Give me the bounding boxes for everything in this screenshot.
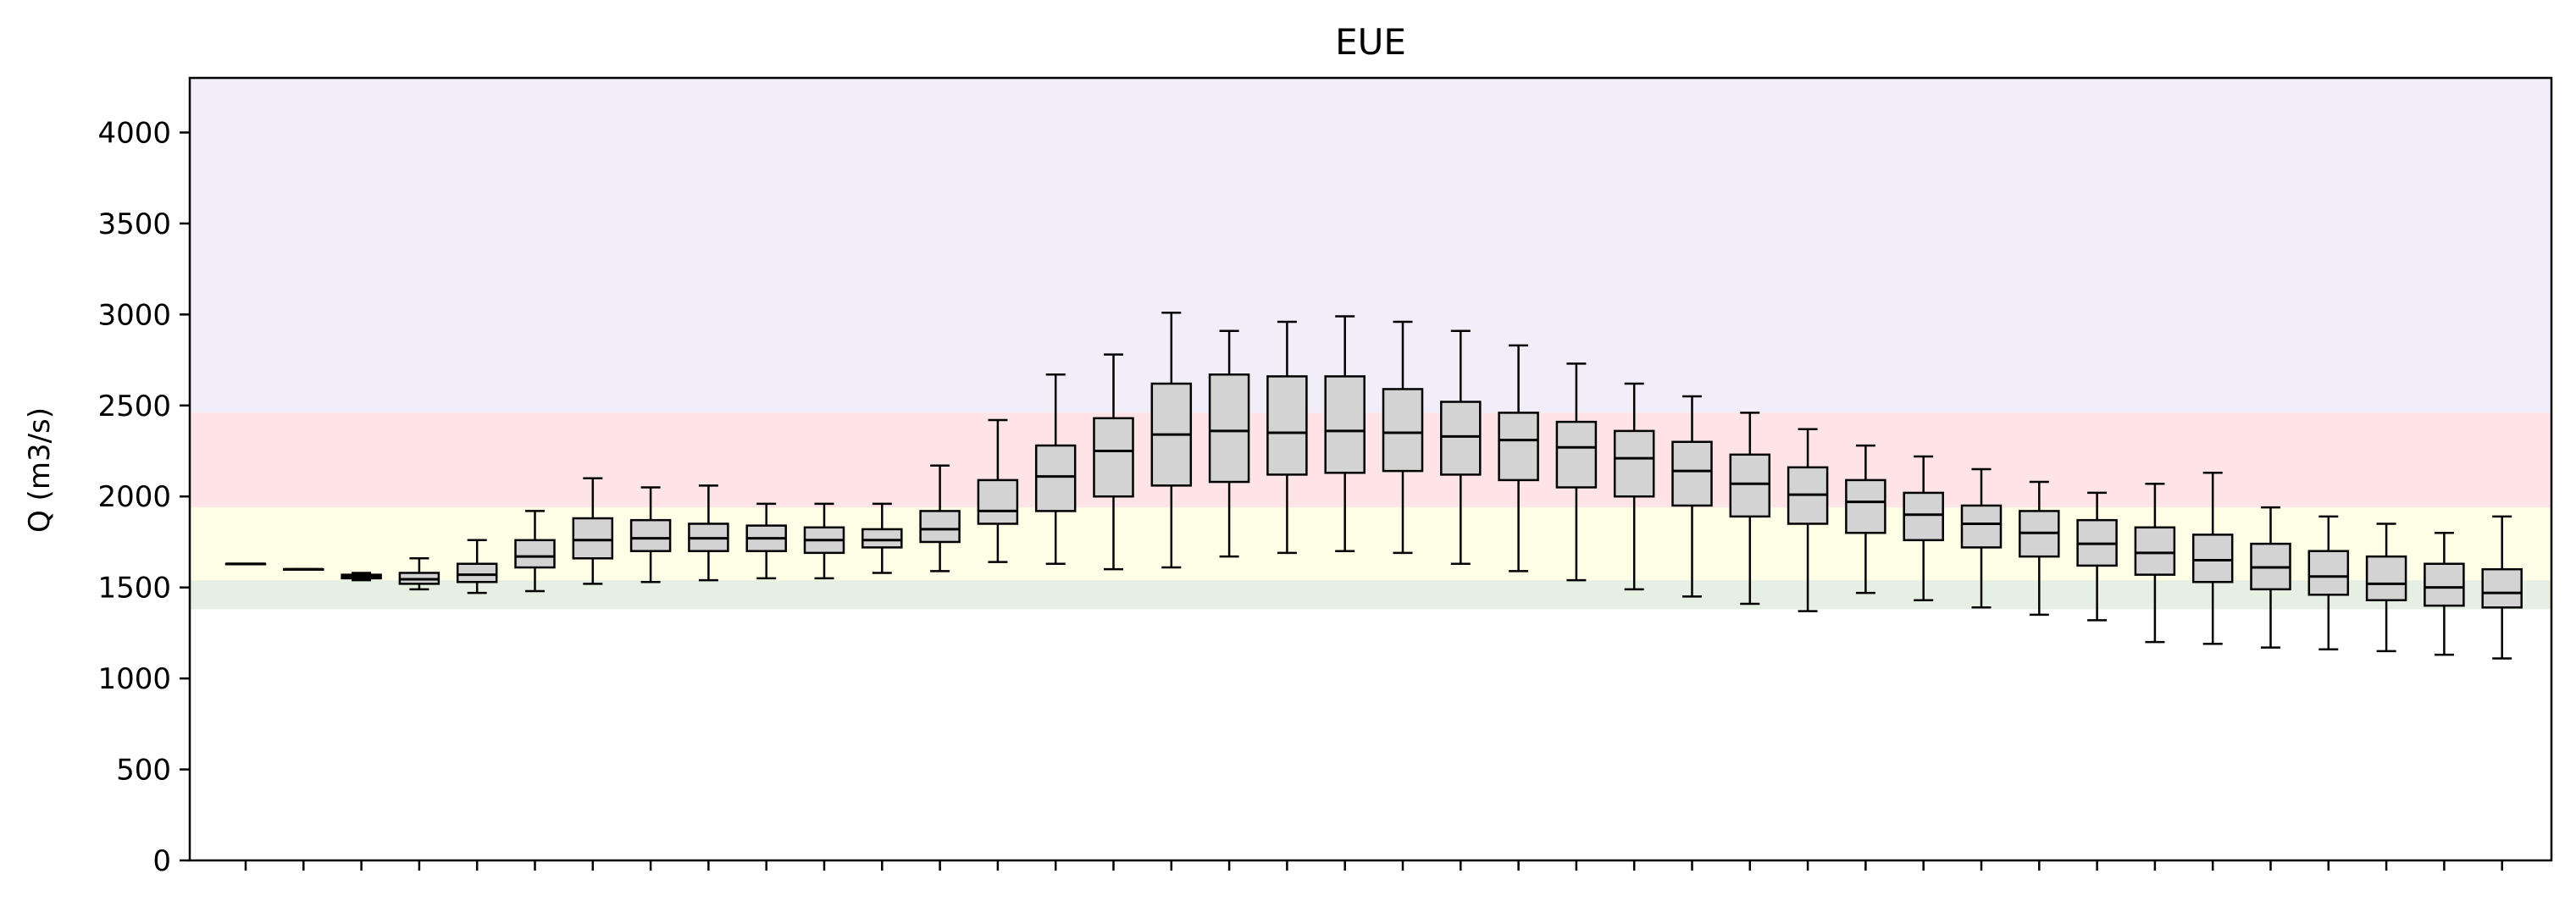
- axes: 0 500 1000 1500 2000 2500 3000 3500 4000: [97, 76, 2553, 878]
- box-36: [2250, 506, 2291, 649]
- band-0: [190, 580, 2551, 610]
- box-34: [2134, 482, 2176, 644]
- box-body: [1324, 375, 1366, 474]
- box-body: [2134, 526, 2176, 576]
- box-body: [1440, 401, 1482, 476]
- box-23: [1498, 344, 1539, 572]
- box-body: [1208, 373, 1250, 484]
- box-22: [1440, 329, 1482, 565]
- box-38: [2365, 523, 2407, 653]
- box-20: [1324, 315, 1366, 552]
- y-tick-label-3000: 3000: [97, 298, 171, 332]
- chart-title: EUE: [1335, 21, 1406, 63]
- box-body: [2481, 567, 2523, 609]
- box-32: [2019, 480, 2060, 617]
- box-body: [2307, 550, 2350, 596]
- box-21: [1382, 320, 1424, 555]
- box-1: [224, 562, 267, 566]
- box-body: [1555, 420, 1598, 489]
- y-tick-label-3500: 3500: [97, 207, 171, 241]
- box-body: [1729, 453, 1771, 518]
- box-14: [977, 418, 1019, 563]
- box-6: [514, 510, 556, 593]
- box-body: [919, 510, 961, 544]
- box-body: [1845, 478, 1886, 534]
- box-28: [1787, 428, 1829, 612]
- band-2: [190, 412, 2551, 508]
- plot-frame: [188, 76, 2553, 862]
- box-39: [2424, 531, 2465, 656]
- box-2: [283, 567, 324, 571]
- box-body: [1903, 491, 1944, 542]
- box-18: [1208, 329, 1250, 558]
- box-37: [2307, 515, 2350, 650]
- threshold-bands: [190, 78, 2551, 610]
- box-16: [1093, 353, 1134, 571]
- box-body: [2365, 555, 2407, 601]
- box-body: [514, 539, 556, 569]
- box-13: [919, 464, 961, 572]
- box-17: [1150, 311, 1193, 569]
- box-9: [688, 484, 729, 582]
- y-tick-label-0: 0: [152, 844, 171, 878]
- box-4: [398, 557, 440, 591]
- box-5: [456, 539, 498, 595]
- box-series: [224, 311, 2523, 660]
- y-axis-label: Q (m3/s): [23, 407, 57, 533]
- box-11: [803, 502, 845, 580]
- box-body: [2191, 534, 2234, 583]
- box-26: [1671, 395, 1713, 598]
- box-15: [1034, 373, 1077, 565]
- box-12: [861, 502, 903, 574]
- box-body: [861, 528, 903, 549]
- box-body: [572, 517, 614, 560]
- box-7: [572, 477, 614, 585]
- box-35: [2191, 472, 2234, 645]
- box-body: [1382, 388, 1424, 473]
- box-body: [1613, 429, 1655, 498]
- box-body: [1093, 417, 1134, 498]
- box-27: [1729, 412, 1771, 606]
- box-3: [341, 572, 382, 582]
- box-body: [1498, 412, 1539, 482]
- box-10: [745, 502, 787, 580]
- y-tick-label-500: 500: [116, 754, 171, 788]
- box-body: [2424, 562, 2465, 607]
- box-body: [1034, 444, 1077, 512]
- box-body: [1671, 440, 1713, 507]
- box-body: [1960, 504, 2003, 549]
- band-3: [190, 78, 2551, 413]
- box-33: [2076, 491, 2118, 622]
- box-body: [629, 518, 672, 552]
- box-40: [2481, 515, 2523, 660]
- box-body: [977, 478, 1019, 525]
- box-body: [456, 562, 498, 583]
- box-30: [1903, 455, 1944, 601]
- box-8: [629, 486, 672, 583]
- box-31: [1960, 467, 2003, 609]
- y-tick-label-2500: 2500: [97, 390, 171, 423]
- box-29: [1845, 444, 1886, 595]
- box-24: [1555, 362, 1598, 582]
- box-19: [1266, 320, 1308, 555]
- box-25: [1613, 382, 1655, 591]
- y-tick-label-1500: 1500: [97, 572, 171, 606]
- y-tick-label-1000: 1000: [97, 662, 171, 696]
- y-tick-label-4000: 4000: [97, 116, 171, 150]
- box-body: [1266, 375, 1308, 476]
- y-tick-label-2000: 2000: [97, 480, 171, 514]
